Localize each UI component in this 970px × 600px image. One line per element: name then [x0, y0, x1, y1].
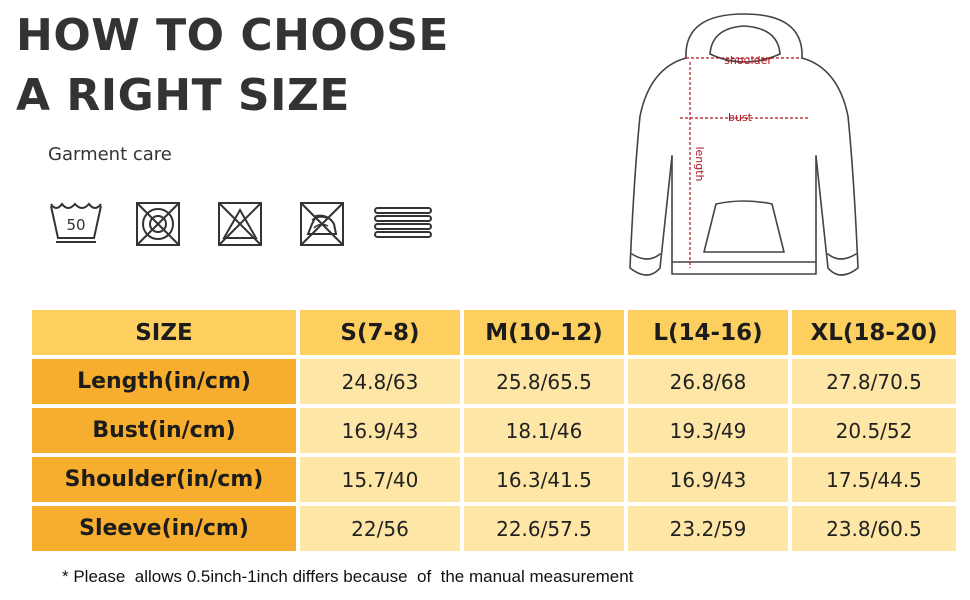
table-row-shoulder: Shoulder(in/cm) 15.7/40 16.3/41.5 16.9/4… [32, 457, 956, 502]
title-line-2: A RIGHT SIZE [16, 70, 350, 121]
garment-care-icons: 50 [0, 0, 460, 260]
table-row-bust: Bust(in/cm) 16.9/43 18.1/46 19.3/49 20.5… [32, 408, 956, 453]
header-size: SIZE [32, 310, 296, 355]
table-cell: 18.1/46 [464, 408, 624, 453]
table-cell: 23.2/59 [628, 506, 788, 551]
no-iron-icon [300, 202, 344, 246]
length-label: length [693, 146, 706, 181]
dry-flat-icon [374, 207, 432, 238]
table-row-length: Length(in/cm) 24.8/63 25.8/65.5 26.8/68 … [32, 359, 956, 404]
table-cell: 19.3/49 [628, 408, 788, 453]
row-label-length: Length(in/cm) [32, 359, 296, 404]
wash-temp-label: 50 [66, 216, 85, 234]
bust-label: bust [728, 111, 753, 124]
no-bleach-icon [218, 202, 262, 246]
title-line-1: HOW TO CHOOSE [16, 10, 449, 61]
no-tumble-dry-icon [136, 202, 180, 246]
table-cell: 16.9/43 [300, 408, 460, 453]
table-header-row: SIZE S(7-8) M(10-12) L(14-16) XL(18-20) [32, 310, 956, 355]
garment-care-label: Garment care [48, 144, 172, 165]
header-l: L(14-16) [628, 310, 788, 355]
table-cell: 16.9/43 [628, 457, 788, 502]
table-cell: 23.8/60.5 [792, 506, 956, 551]
size-chart-table: SIZE S(7-8) M(10-12) L(14-16) XL(18-20) … [28, 306, 960, 555]
header-xl: XL(18-20) [792, 310, 956, 355]
table-cell: 22.6/57.5 [464, 506, 624, 551]
table-cell: 25.8/65.5 [464, 359, 624, 404]
table-cell: 15.7/40 [300, 457, 460, 502]
table-cell: 24.8/63 [300, 359, 460, 404]
wash-50-icon: 50 [50, 202, 102, 243]
header-m: M(10-12) [464, 310, 624, 355]
measurement-note: * Please allows 0.5inch-1inch differs be… [62, 567, 634, 586]
table-cell: 17.5/44.5 [792, 457, 956, 502]
table-row-sleeve: Sleeve(in/cm) 22/56 22.6/57.5 23.2/59 23… [32, 506, 956, 551]
page-title: HOW TO CHOOSE A RIGHT SIZE [16, 6, 449, 126]
row-label-bust: Bust(in/cm) [32, 408, 296, 453]
row-label-shoulder: Shoulder(in/cm) [32, 457, 296, 502]
table-cell: 26.8/68 [628, 359, 788, 404]
table-cell: 27.8/70.5 [792, 359, 956, 404]
shoulder-label: shoulder [724, 54, 772, 67]
hoodie-diagram: shoulder bust length [629, 13, 859, 276]
table-cell: 16.3/41.5 [464, 457, 624, 502]
table-cell: 22/56 [300, 506, 460, 551]
row-label-sleeve: Sleeve(in/cm) [32, 506, 296, 551]
header-s: S(7-8) [300, 310, 460, 355]
table-cell: 20.5/52 [792, 408, 956, 453]
